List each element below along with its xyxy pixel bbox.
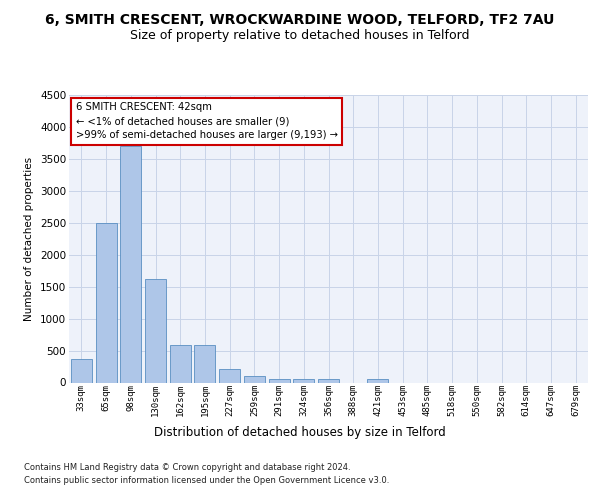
Bar — [145, 279, 166, 382]
Bar — [244, 376, 265, 382]
Text: Contains HM Land Registry data © Crown copyright and database right 2024.: Contains HM Land Registry data © Crown c… — [24, 464, 350, 472]
Bar — [170, 345, 191, 383]
Text: Size of property relative to detached houses in Telford: Size of property relative to detached ho… — [130, 28, 470, 42]
Y-axis label: Number of detached properties: Number of detached properties — [25, 156, 34, 321]
Bar — [95, 223, 116, 382]
Text: 6 SMITH CRESCENT: 42sqm
← <1% of detached houses are smaller (9)
>99% of semi-de: 6 SMITH CRESCENT: 42sqm ← <1% of detache… — [76, 102, 338, 140]
Text: 6, SMITH CRESCENT, WROCKWARDINE WOOD, TELFORD, TF2 7AU: 6, SMITH CRESCENT, WROCKWARDINE WOOD, TE… — [46, 12, 554, 26]
Bar — [194, 345, 215, 383]
Bar — [318, 380, 339, 382]
Text: Distribution of detached houses by size in Telford: Distribution of detached houses by size … — [154, 426, 446, 439]
Text: Contains public sector information licensed under the Open Government Licence v3: Contains public sector information licen… — [24, 476, 389, 485]
Bar — [219, 369, 240, 382]
Bar — [367, 379, 388, 382]
Bar — [293, 379, 314, 382]
Bar — [71, 359, 92, 382]
Bar — [120, 146, 141, 382]
Bar — [269, 378, 290, 382]
